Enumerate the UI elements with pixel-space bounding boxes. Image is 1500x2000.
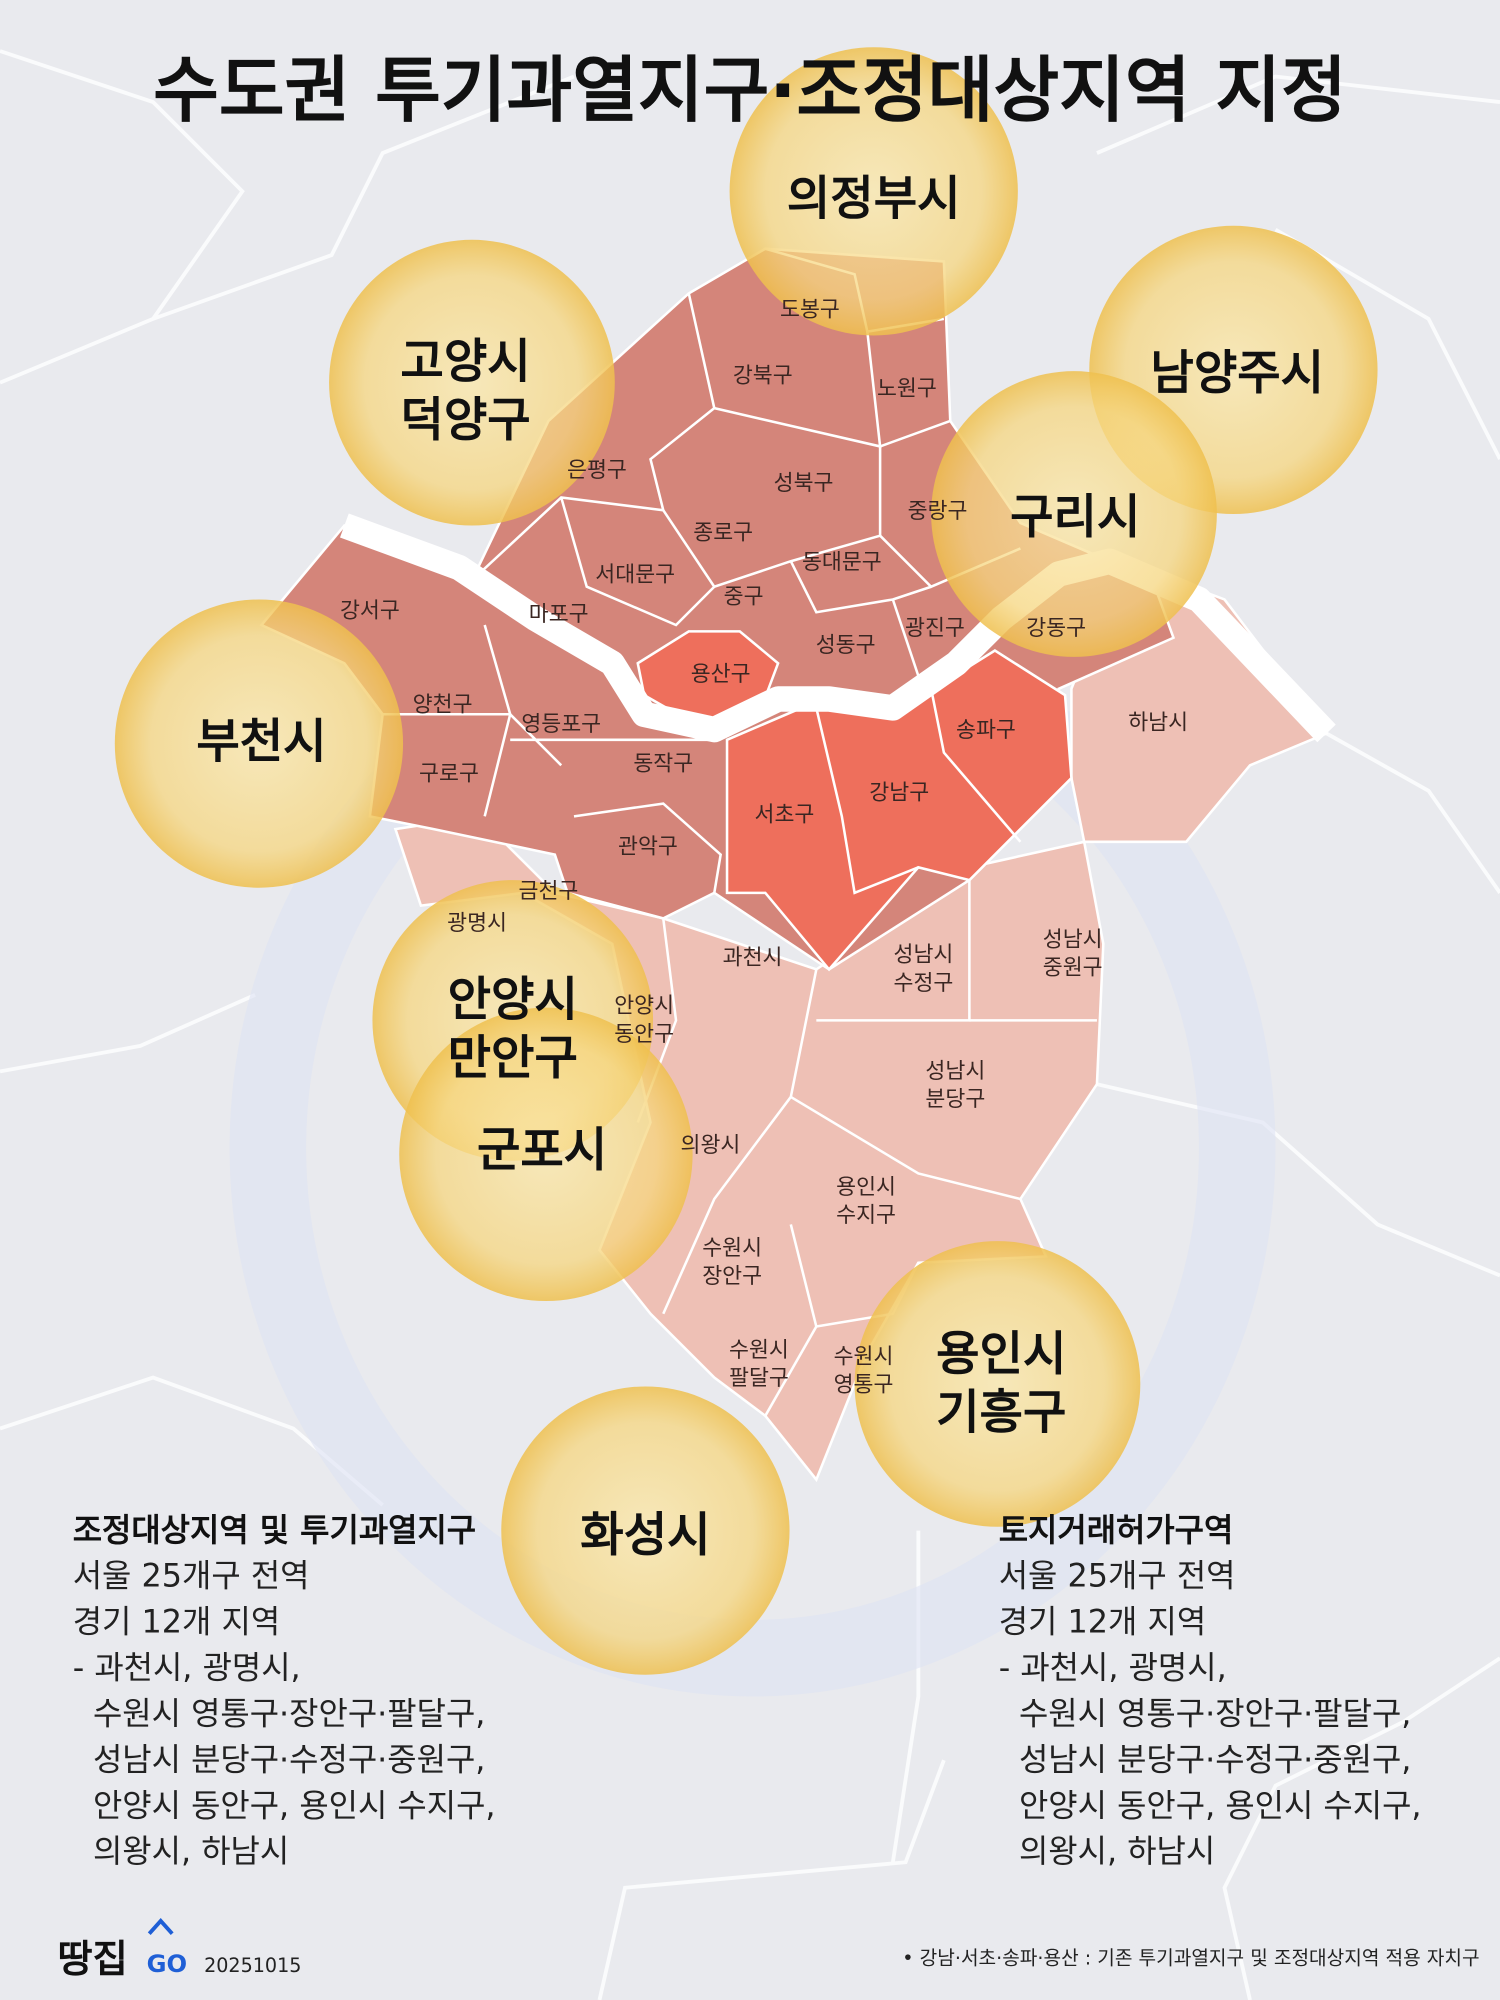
circle-label-bucheon: 부천시 bbox=[196, 715, 326, 770]
seoul-district-labels: 도봉구 강북구 노원구 은평구 성북구 중랑구 종로구 서대문구 동대문구 강서… bbox=[340, 297, 1086, 904]
district-label: 은평구 bbox=[567, 458, 627, 483]
district-label: 서초구 bbox=[755, 802, 815, 827]
area-label-gwacheon: 과천시 bbox=[723, 945, 783, 970]
circle-label-hwaseong: 화성시 bbox=[580, 1508, 710, 1563]
circle-gunpo bbox=[399, 1007, 693, 1302]
district-label: 송파구 bbox=[956, 718, 1016, 743]
district-label: 강동구 bbox=[1026, 616, 1086, 641]
legend-left-line: 서울 25개구 전역 bbox=[73, 1557, 310, 1595]
district-label: 영등포구 bbox=[521, 712, 601, 737]
legend-left-line: - 과천시, 광명시, bbox=[73, 1649, 301, 1687]
circle-label-anyang-manan: 안양시 만안구 bbox=[448, 972, 578, 1086]
circle-goyang bbox=[329, 239, 615, 526]
area-label-uiwang: 의왕시 bbox=[681, 1133, 741, 1158]
legend-left-line: 수원시 영통구·장안구·팔달구, bbox=[73, 1694, 486, 1732]
footer: 땅집 GO 20251015 • 강남·서초·송파·용산 : 기존 투기과열지구… bbox=[57, 1918, 1480, 1982]
legend-right-line: 안양시 동안구, 용인시 수지구, bbox=[999, 1786, 1422, 1824]
district-label: 노원구 bbox=[877, 376, 937, 401]
brand-logo: 땅집 GO bbox=[57, 1918, 187, 1982]
legend-right: 토지거래허가구역 서울 25개구 전역 경기 12개 지역 - 과천시, 광명시… bbox=[999, 1511, 1422, 1870]
legend-left: 조정대상지역 및 투기과열지구 서울 25개구 전역 경기 12개 지역 - 과… bbox=[73, 1511, 496, 1870]
publish-date: 20251015 bbox=[204, 1954, 301, 1977]
gangnam-boundaries bbox=[815, 688, 1022, 895]
circle-label-yongin-giheung: 용인시 기흥구 bbox=[936, 1327, 1066, 1441]
highlight-circles bbox=[114, 47, 1378, 1675]
district-label: 동작구 bbox=[633, 751, 693, 776]
area-label-yongin-suji: 용인시 수지구 bbox=[836, 1175, 896, 1228]
circle-hwaseong bbox=[501, 1386, 790, 1675]
circle-yongin-giheung bbox=[854, 1241, 1141, 1527]
district-label: 종로구 bbox=[693, 521, 753, 546]
legend-left-line: 성남시 분당구·수정구·중원구, bbox=[73, 1740, 486, 1778]
legend-left-line: 안양시 동안구, 용인시 수지구, bbox=[73, 1786, 496, 1824]
gyeonggi-boundaries bbox=[636, 867, 1097, 1417]
circle-uijeongbu bbox=[729, 47, 1018, 336]
circle-label-goyang: 고양시 덕양구 bbox=[400, 335, 530, 449]
district-label: 관악구 bbox=[618, 834, 678, 859]
area-label-suwon-paldal: 수원시 팔달구 bbox=[729, 1338, 789, 1391]
district-label: 마포구 bbox=[529, 602, 589, 627]
circle-label-namyangju: 남양주시 bbox=[1150, 346, 1324, 401]
area-label-seongnam-sujeong: 성남시 수정구 bbox=[894, 943, 954, 996]
legend-right-heading: 토지거래허가구역 bbox=[999, 1511, 1234, 1549]
logo-text: 땅집 bbox=[57, 1937, 127, 1982]
district-label: 서대문구 bbox=[595, 563, 675, 588]
district-label: 강북구 bbox=[733, 364, 793, 389]
circle-labels: 의정부시 고양시 덕양구 남양주시 구리시 부천시 안양시 만안구 군포시 용인시 기… bbox=[196, 171, 1324, 1563]
legend-right-line: 경기 12개 지역 bbox=[999, 1603, 1206, 1641]
area-label-anyang-dongan: 안양시 동안구 bbox=[614, 994, 674, 1047]
district-label: 동대문구 bbox=[802, 550, 882, 575]
legend-right-line: 수원시 영통구·장안구·팔달구, bbox=[999, 1694, 1412, 1732]
district-label: 강서구 bbox=[340, 598, 400, 623]
district-label: 광진구 bbox=[905, 616, 965, 641]
area-label-suwon-jangan: 수원시 장안구 bbox=[702, 1236, 762, 1289]
legend-left-heading: 조정대상지역 및 투기과열지구 bbox=[73, 1511, 476, 1549]
district-label: 중구 bbox=[724, 584, 764, 609]
circle-label-guri: 구리시 bbox=[1010, 490, 1140, 545]
district-label: 중랑구 bbox=[908, 499, 968, 524]
legend-left-line: 경기 12개 지역 bbox=[73, 1603, 280, 1641]
district-label: 양천구 bbox=[413, 693, 473, 718]
legend-right-line: 서울 25개구 전역 bbox=[999, 1557, 1236, 1595]
yongsan-region bbox=[636, 630, 780, 722]
circle-label-uijeongbu: 의정부시 bbox=[787, 171, 961, 226]
district-label: 도봉구 bbox=[780, 297, 840, 322]
legend-right-line: - 과천시, 광명시, bbox=[999, 1649, 1227, 1687]
area-label-hanam: 하남시 bbox=[1128, 711, 1188, 736]
circle-guri bbox=[931, 371, 1217, 657]
legend-left-line: 의왕시, 하남시 bbox=[73, 1832, 289, 1870]
background-boundaries bbox=[0, 49, 1500, 2000]
district-label: 성북구 bbox=[774, 471, 834, 496]
legend-right-line: 성남시 분당구·수정구·중원구, bbox=[999, 1740, 1412, 1778]
area-label-seongnam-jungwon: 성남시 중원구 bbox=[1043, 927, 1103, 980]
area-label-seongnam-bundang: 성남시 분당구 bbox=[925, 1059, 985, 1112]
circle-bucheon bbox=[114, 599, 404, 888]
logo-go: GO bbox=[147, 1950, 187, 1978]
district-label: 금천구 bbox=[519, 879, 579, 904]
district-label: 성동구 bbox=[816, 633, 876, 658]
footnote: • 강남·서초·송파·용산 : 기존 투기과열지구 및 조정대상지역 적용 자치… bbox=[902, 1946, 1479, 1969]
area-label-gwangmyeong: 광명시 bbox=[447, 911, 507, 936]
gyeonggi-labels: 하남시 광명시 과천시 의왕시 성남시 수정구 성남시 중원구 성남시 분당구 안양시… bbox=[447, 711, 1188, 1398]
circle-label-gunpo: 군포시 bbox=[477, 1123, 607, 1178]
district-label: 강남구 bbox=[869, 781, 929, 806]
area-label-suwon-yeongtong: 수원시 영통구 bbox=[834, 1345, 894, 1398]
district-label: 용산구 bbox=[691, 662, 751, 687]
district-label: 구로구 bbox=[419, 762, 479, 787]
page-title: 수도권 투기과열지구·조정대상지역 지정 bbox=[153, 49, 1347, 132]
legend-right-line: 의왕시, 하남시 bbox=[999, 1832, 1215, 1870]
roof-icon bbox=[147, 1918, 174, 1935]
